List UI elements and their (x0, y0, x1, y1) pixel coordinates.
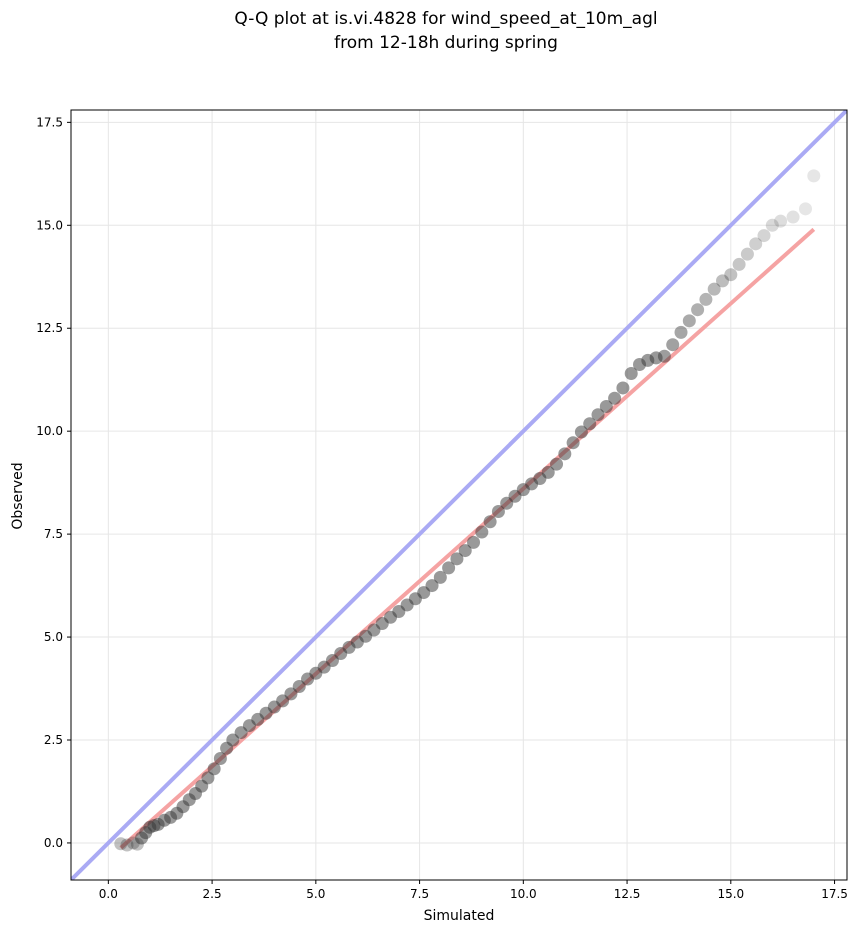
data-point (774, 214, 788, 228)
data-point (458, 544, 472, 558)
data-point (674, 325, 688, 339)
data-point (284, 687, 298, 701)
y-tick-label: 10.0 (36, 424, 63, 438)
data-point (624, 367, 638, 381)
data-point (207, 762, 221, 776)
data-point (716, 274, 730, 288)
x-tick-label: 10.0 (510, 887, 537, 901)
data-point (757, 229, 771, 243)
x-tick-label: 0.0 (99, 887, 118, 901)
data-point (707, 282, 721, 296)
y-axis-label: Observed (10, 462, 26, 529)
data-point (425, 579, 439, 593)
data-point (807, 169, 821, 183)
data-point (583, 417, 597, 431)
data-point (649, 351, 663, 365)
data-point (550, 457, 564, 471)
data-point (541, 465, 555, 479)
data-point (475, 525, 489, 539)
data-point (292, 679, 306, 693)
x-tick-label: 15.0 (717, 887, 744, 901)
data-point (666, 338, 680, 352)
data-point (213, 752, 227, 766)
data-point (616, 381, 630, 395)
data-point (558, 447, 572, 461)
data-point (657, 349, 671, 363)
data-point (226, 733, 240, 747)
x-tick-label: 7.5 (410, 887, 429, 901)
y-tick-label: 5.0 (44, 630, 63, 644)
data-point (566, 436, 580, 450)
x-tick-label: 2.5 (203, 887, 222, 901)
data-point (120, 838, 134, 852)
data-point (114, 837, 128, 851)
data-point (433, 570, 447, 584)
data-point (467, 535, 481, 549)
data-point (724, 268, 738, 282)
data-point (574, 425, 588, 439)
chart-title-line-2: from 12-18h during spring (334, 33, 558, 53)
data-point (732, 257, 746, 271)
x-tick-label: 5.0 (306, 887, 325, 901)
y-tick-label: 15.0 (36, 218, 63, 232)
chart-title-line-1: Q-Q plot at is.vi.4828 for wind_speed_at… (234, 9, 657, 29)
x-tick-label: 12.5 (614, 887, 641, 901)
y-tick-label: 0.0 (44, 836, 63, 850)
y-tick-label: 17.5 (36, 115, 63, 129)
points-layer (114, 169, 821, 852)
tick-layer: 0.0 2.5 5.0 7.5 10.0 12.5 15.0 17.5 0.0 2.5 5.0 7.5… (36, 115, 848, 901)
data-point (491, 504, 505, 518)
data-point (699, 292, 713, 306)
data-point (740, 247, 754, 261)
y-tick-label: 12.5 (36, 321, 63, 335)
y-tick-label: 2.5 (44, 733, 63, 747)
data-point (682, 314, 696, 328)
data-point (749, 237, 763, 251)
data-point (691, 303, 705, 317)
data-point (591, 408, 605, 422)
data-point (442, 561, 456, 575)
x-tick-label: 17.5 (821, 887, 848, 901)
reference-line (71, 110, 847, 880)
data-point (450, 552, 464, 566)
data-point (201, 771, 215, 785)
data-point (483, 515, 497, 529)
x-axis-label: Simulated (424, 908, 495, 924)
data-point (765, 218, 779, 232)
data-point (799, 202, 813, 216)
data-point (599, 399, 613, 413)
y-tick-label: 7.5 (44, 527, 63, 541)
data-point (786, 210, 800, 224)
plot-frame (70, 109, 848, 881)
data-point (608, 391, 622, 405)
